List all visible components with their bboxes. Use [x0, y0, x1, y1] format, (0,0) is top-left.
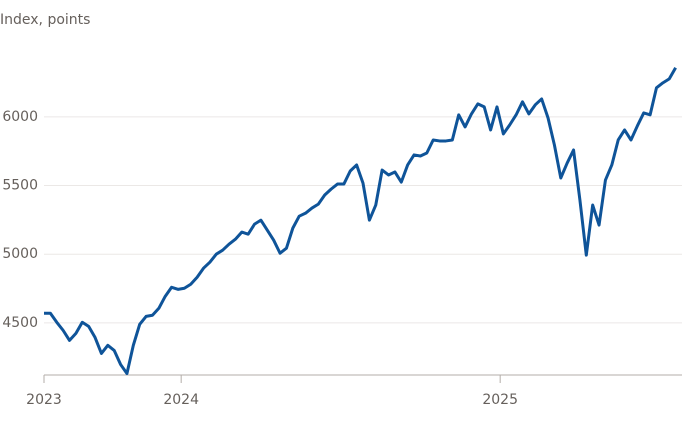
chart-subtitle: Index, points [0, 12, 90, 28]
y-tick-label: 5000 [2, 246, 38, 262]
data-line [44, 67, 677, 375]
x-tick-label: 2025 [482, 392, 518, 408]
y-tick-label: 6000 [2, 109, 38, 125]
y-tick-label: 5500 [2, 178, 38, 194]
x-tick-label: 2024 [163, 392, 199, 408]
y-tick-label: 4500 [2, 315, 38, 331]
x-tick-label: 2023 [26, 392, 62, 408]
